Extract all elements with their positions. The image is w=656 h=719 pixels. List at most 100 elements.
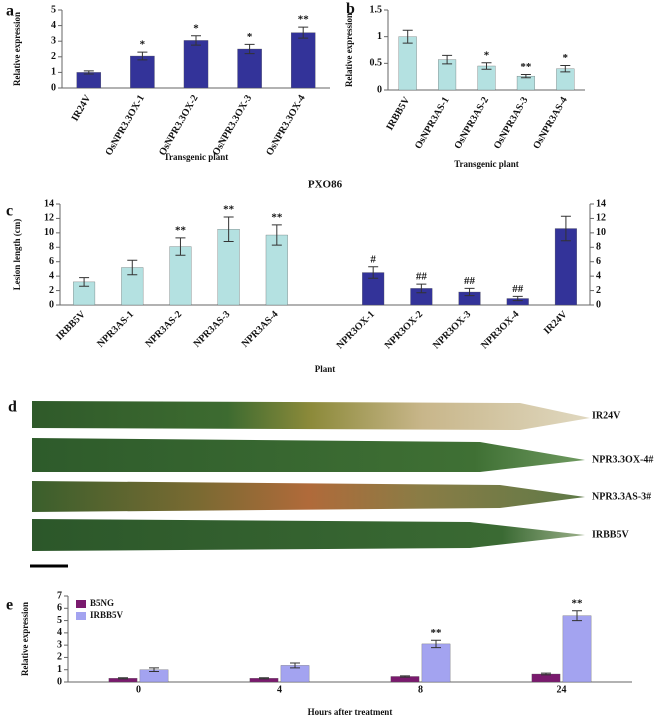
y-tick-label: 3 [57, 639, 62, 650]
error-bar [442, 54, 453, 65]
x-tick-label: 4 [277, 684, 282, 695]
error-bar [464, 287, 475, 297]
x-axis-label: Plant [315, 364, 336, 374]
error-bar [83, 70, 94, 75]
x-tick-label: OsNPR3.3OX-2 [157, 93, 201, 157]
leaf-label: IR24V [592, 410, 621, 421]
y-tick-label: 4 [49, 270, 54, 281]
error-bar [127, 259, 138, 276]
x-tick-label: OsNPR3.3OX-4 [264, 93, 308, 157]
error-bar [191, 35, 201, 46]
x-tick-label: NPR3AS-3 [192, 309, 233, 350]
y-tick-label: 8 [49, 242, 54, 253]
bar [290, 32, 316, 89]
significance-label: ** [572, 597, 584, 609]
leaf-label: NPR3.3OX-4# [592, 454, 653, 465]
bar [183, 40, 209, 89]
error-bar [271, 224, 282, 246]
y-tick-label: 2 [51, 51, 56, 62]
y-tick-label: 5 [57, 615, 62, 626]
panel-letter: a [6, 3, 14, 20]
x-tick-label: OsNPR3.3OX-1 [103, 93, 147, 157]
legend-label: IRBB5V [90, 610, 124, 620]
error-bar [223, 216, 234, 243]
leaf [32, 401, 590, 430]
y2-tick-label: 6 [596, 256, 601, 267]
y2-tick-label: 10 [596, 227, 606, 238]
leaf-label: IRBB5V [592, 529, 629, 540]
x-tick-label: OsNPR3AS-2 [452, 95, 491, 151]
x-axis-label: Hours after treatment [308, 707, 393, 717]
error-bar [402, 29, 413, 44]
x-tick-label: NPR3AS-1 [95, 309, 136, 350]
chart-title: PXO86 [308, 179, 343, 191]
bar [130, 55, 155, 89]
y-tick-label: 5 [51, 4, 56, 15]
significance-label: # [370, 253, 376, 265]
y-tick-label: 1 [51, 67, 56, 78]
error-bar [572, 610, 583, 622]
x-tick-label: NPR3OX-3 [431, 309, 473, 351]
panel-letter: e [6, 597, 13, 614]
significance-label: ** [271, 211, 283, 223]
y2-tick-label: 4 [596, 270, 601, 281]
legend-label: B5NG [90, 598, 114, 608]
significance-label: ## [416, 271, 428, 283]
x-tick-label: NPR3AS-2 [143, 309, 184, 350]
y-tick-label: 1 [57, 664, 62, 675]
significance-label: ** [431, 627, 443, 639]
x-axis-label: Transgenic plant [454, 159, 519, 169]
x-tick-label: NPR3AS-4 [240, 309, 281, 350]
leaf [32, 481, 585, 512]
error-bar [481, 62, 492, 70]
x-tick-label: NPR3OX-4 [479, 309, 521, 351]
y-tick-label: 2 [57, 652, 62, 663]
y-axis-label: Relative expression [344, 13, 354, 87]
error-bar [416, 283, 427, 294]
error-bar [175, 237, 186, 256]
legend-swatch [76, 600, 86, 608]
legend-swatch [76, 612, 86, 620]
error-bar [117, 677, 128, 680]
significance-label: ## [512, 283, 524, 295]
y2-tick-label: 8 [596, 242, 601, 253]
significance-label: ** [298, 14, 310, 26]
y-tick-label: 2 [49, 285, 54, 296]
error-bar [560, 64, 571, 73]
error-bar [149, 667, 160, 673]
x-tick-label: 0 [136, 684, 141, 695]
y-tick-label: 12 [44, 213, 54, 224]
y-tick-label: 14 [44, 198, 54, 209]
bar [562, 615, 592, 683]
leaf-label: NPR3.3AS-3# [592, 491, 651, 502]
significance-label: * [484, 49, 490, 61]
significance-label: ## [464, 275, 476, 287]
leaf-photo [30, 401, 590, 568]
x-tick-label: OsNPR3AS-1 [413, 95, 452, 151]
y2-tick-label: 2 [596, 285, 601, 296]
x-tick-label: OsNPR3.3OX-3 [211, 93, 255, 157]
y-tick-label: 10 [44, 227, 54, 238]
y-tick-label: 7 [57, 590, 62, 601]
significance-label: * [140, 39, 146, 51]
significance-label: ** [520, 61, 532, 73]
bar [76, 72, 102, 89]
panel-letter: c [6, 203, 13, 220]
leaf [32, 438, 585, 472]
bar [237, 48, 262, 89]
bar [421, 643, 451, 683]
error-bar [298, 26, 309, 39]
y-tick-label: 0 [51, 82, 56, 93]
panel-letter: d [8, 399, 17, 416]
error-bar [137, 51, 148, 61]
x-tick-label: OsNPR3AS-3 [492, 95, 531, 151]
error-bar [560, 215, 571, 242]
x-tick-label: 24 [557, 684, 567, 695]
y-tick-label: 4 [51, 20, 56, 31]
y2-tick-label: 0 [596, 299, 601, 310]
error-bar [431, 639, 442, 649]
significance-label: ** [175, 224, 187, 236]
significance-label: * [193, 22, 199, 34]
x-tick-label: IRBB5V [54, 308, 88, 342]
y-axis-label: Lesion length (cm) [12, 219, 22, 291]
